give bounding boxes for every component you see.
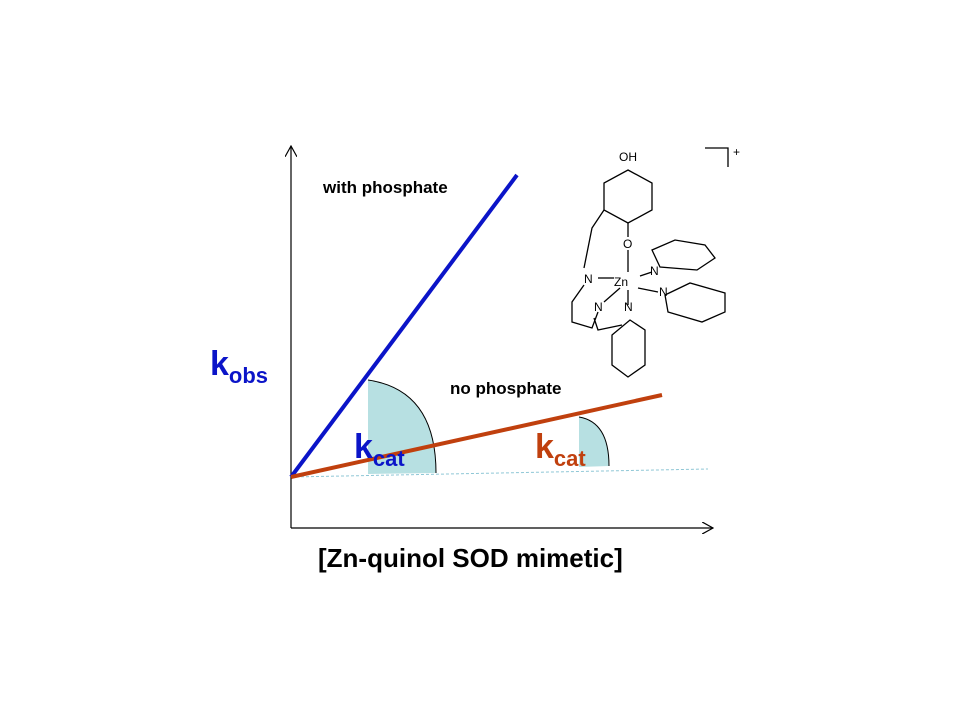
atom-label: N: [659, 285, 668, 299]
angle-arc: [578, 416, 610, 467]
line-label: with phosphate: [322, 178, 448, 197]
atom-label: OH: [619, 150, 637, 164]
atom-label: N: [650, 264, 659, 278]
label-sub: cat: [554, 446, 586, 471]
label-sub: obs: [229, 363, 268, 388]
with-phosphate-line: [289, 173, 519, 479]
y-axis-label: kobs: [210, 345, 268, 388]
atom-label: Zn: [614, 275, 628, 289]
label-main: k: [210, 345, 229, 383]
label-main: k: [535, 428, 554, 466]
angle-arc: [367, 379, 437, 474]
x-axis-label: [Zn-quinol SOD mimetic]: [318, 543, 623, 573]
line-label: no phosphate: [450, 379, 561, 398]
angle-wedge: [579, 417, 609, 467]
label-sub: cat: [373, 446, 405, 471]
atom-label: N: [594, 300, 603, 314]
baseline: [290, 468, 709, 478]
atom-label: O: [623, 237, 632, 251]
atom-label: N: [584, 272, 593, 286]
kcat-label: kcat: [354, 428, 405, 471]
charge-label: +: [733, 145, 740, 159]
label-main: k: [354, 428, 373, 466]
atom-label: N: [624, 300, 633, 314]
kcat-label: kcat: [535, 428, 586, 471]
no-phosphate-line: [290, 393, 663, 479]
molecule: OH O N Zn N N N N +: [571, 145, 740, 378]
